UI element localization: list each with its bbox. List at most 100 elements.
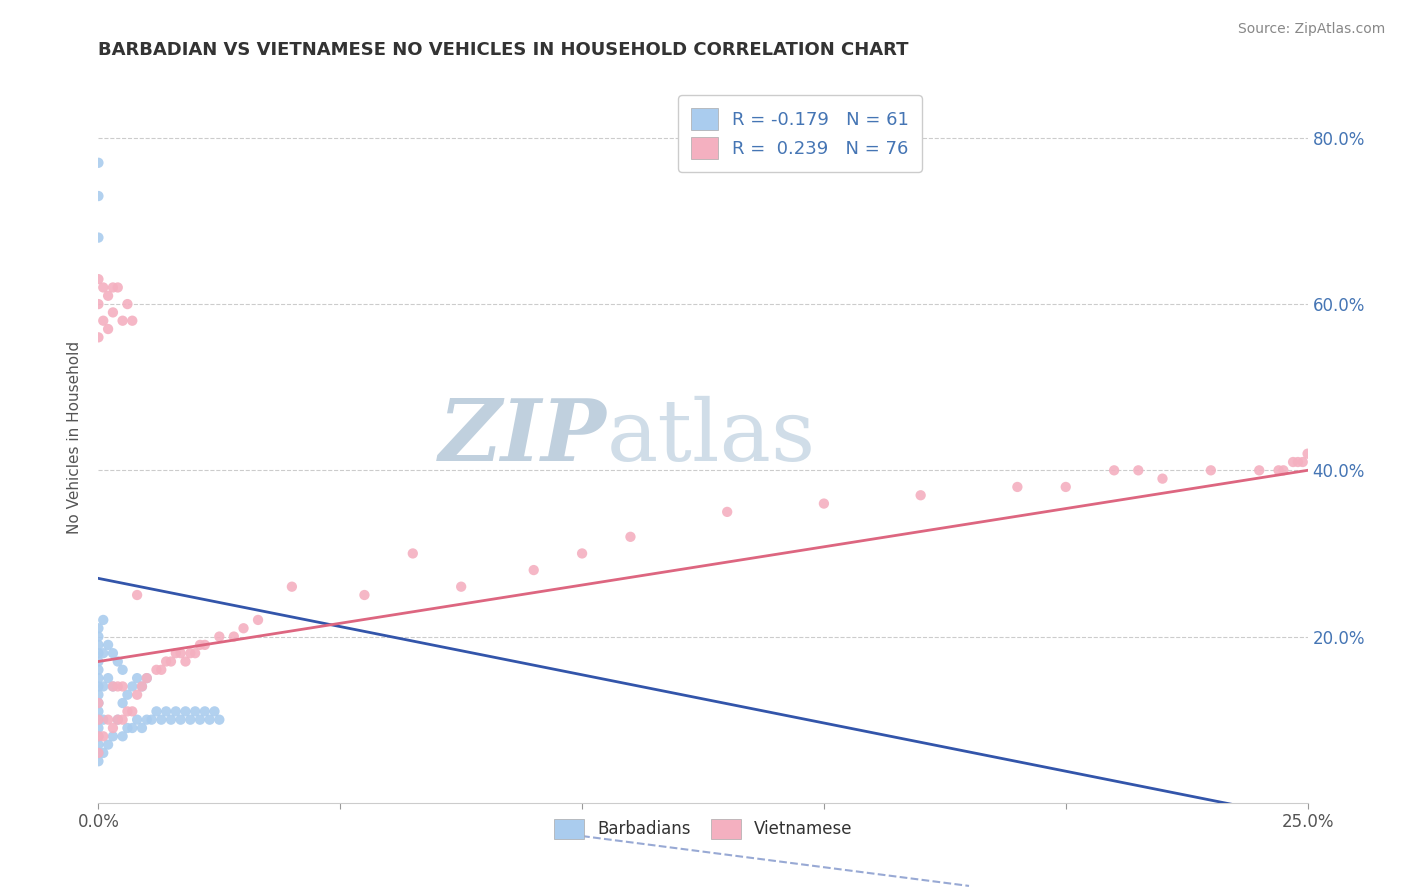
Point [87, 754, 110, 768]
Point [87, 630, 110, 644]
Point [121, 680, 143, 694]
Point [87, 621, 110, 635]
Point [145, 663, 167, 677]
Point [194, 705, 217, 719]
Point [281, 580, 304, 594]
Point [150, 713, 173, 727]
Point [121, 721, 143, 735]
Point [111, 680, 134, 694]
Point [87, 705, 110, 719]
Point [208, 630, 231, 644]
Point [101, 680, 124, 694]
Point [87, 671, 110, 685]
Point [101, 305, 124, 319]
Point [1282, 455, 1305, 469]
Point [232, 621, 254, 635]
Point [87, 230, 110, 244]
Point [131, 680, 153, 694]
Point [91, 680, 114, 694]
Text: Source: ZipAtlas.com: Source: ZipAtlas.com [1237, 22, 1385, 37]
Point [101, 680, 124, 694]
Point [131, 680, 153, 694]
Point [910, 488, 932, 502]
Point [179, 646, 201, 660]
Point [87, 738, 110, 752]
Point [523, 563, 546, 577]
Point [1267, 463, 1289, 477]
Point [87, 155, 110, 169]
Point [150, 663, 173, 677]
Point [813, 497, 835, 511]
Point [145, 705, 167, 719]
Point [131, 721, 153, 735]
Point [198, 713, 221, 727]
Point [87, 696, 110, 710]
Point [87, 646, 110, 660]
Point [111, 663, 134, 677]
Point [87, 272, 110, 286]
Point [184, 705, 207, 719]
Point [1152, 472, 1174, 486]
Point [1007, 480, 1029, 494]
Point [111, 713, 134, 727]
Point [111, 314, 134, 328]
Point [117, 721, 139, 735]
Point [87, 696, 110, 710]
Point [91, 729, 114, 743]
Point [1128, 463, 1150, 477]
Point [87, 638, 110, 652]
Point [169, 713, 191, 727]
Point [155, 705, 177, 719]
Text: ZIP: ZIP [439, 395, 606, 479]
Point [353, 588, 375, 602]
Point [97, 738, 120, 752]
Point [1296, 447, 1319, 461]
Point [121, 705, 143, 719]
Point [87, 729, 110, 743]
Point [87, 330, 110, 344]
Point [127, 588, 149, 602]
Point [1054, 480, 1077, 494]
Point [87, 688, 110, 702]
Point [135, 713, 157, 727]
Legend: Barbadians, Vietnamese: Barbadians, Vietnamese [547, 812, 859, 846]
Point [87, 729, 110, 743]
Point [107, 713, 129, 727]
Point [101, 646, 124, 660]
Point [135, 671, 157, 685]
Point [160, 713, 183, 727]
Point [91, 280, 114, 294]
Point [111, 696, 134, 710]
Point [619, 530, 641, 544]
Point [188, 638, 211, 652]
Point [101, 280, 124, 294]
Point [165, 705, 187, 719]
Point [117, 297, 139, 311]
Point [107, 280, 129, 294]
Point [716, 505, 738, 519]
Point [450, 580, 472, 594]
Point [91, 646, 114, 660]
Point [87, 746, 110, 760]
Point [169, 646, 191, 660]
Point [97, 671, 120, 685]
Point [101, 721, 124, 735]
Point [87, 297, 110, 311]
Text: BARBADIAN VS VIETNAMESE NO VEHICLES IN HOUSEHOLD CORRELATION CHART: BARBADIAN VS VIETNAMESE NO VEHICLES IN H… [98, 41, 908, 59]
Point [1102, 463, 1125, 477]
Point [97, 322, 120, 336]
Point [87, 189, 110, 203]
Point [87, 655, 110, 669]
Point [160, 655, 183, 669]
Point [188, 713, 211, 727]
Point [1292, 455, 1315, 469]
Point [107, 655, 129, 669]
Point [179, 713, 201, 727]
Point [208, 713, 231, 727]
Y-axis label: No Vehicles in Household: No Vehicles in Household [67, 341, 83, 533]
Point [121, 314, 143, 328]
Point [97, 638, 120, 652]
Point [155, 655, 177, 669]
Point [127, 671, 149, 685]
Point [135, 671, 157, 685]
